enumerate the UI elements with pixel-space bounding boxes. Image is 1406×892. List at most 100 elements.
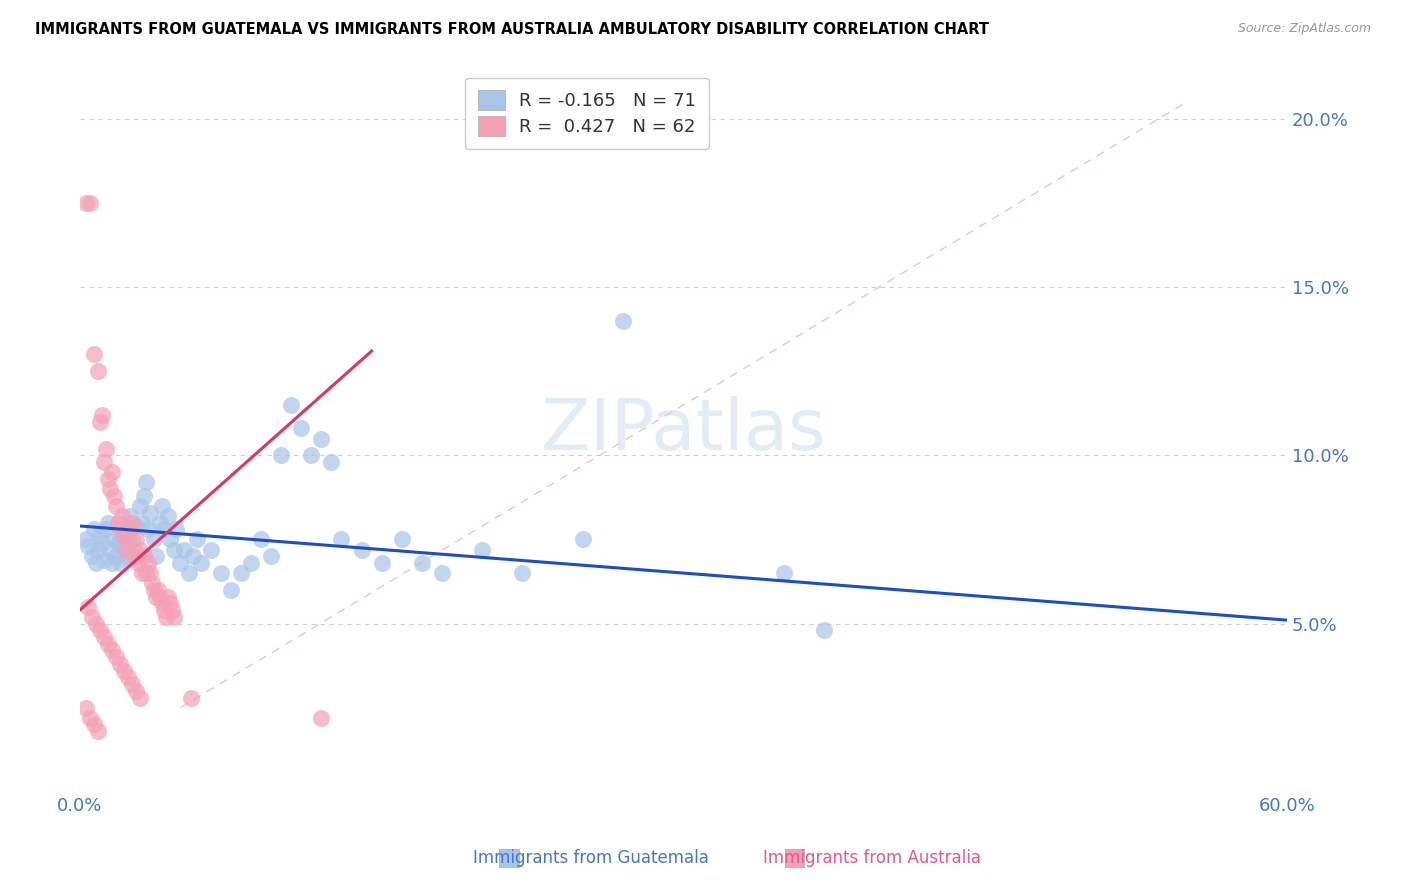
Point xyxy=(107,536,129,550)
Point xyxy=(97,516,120,530)
Point xyxy=(93,455,115,469)
Point xyxy=(75,196,97,211)
Point xyxy=(141,576,163,591)
Point xyxy=(143,582,166,597)
Point xyxy=(129,690,152,705)
Point xyxy=(105,499,128,513)
Point xyxy=(165,522,187,536)
Point xyxy=(77,539,100,553)
Point xyxy=(117,533,139,547)
Point xyxy=(411,556,433,570)
Point xyxy=(127,556,149,570)
Point xyxy=(229,566,252,580)
Point xyxy=(105,549,128,564)
Point xyxy=(177,566,200,580)
Point xyxy=(239,556,262,570)
Point xyxy=(89,415,111,429)
Point xyxy=(155,609,177,624)
Text: ZIPatlas: ZIPatlas xyxy=(540,396,827,465)
Point xyxy=(162,603,184,617)
Point xyxy=(120,508,142,523)
Point xyxy=(135,566,157,580)
Point xyxy=(79,711,101,725)
Point xyxy=(190,556,212,570)
Point xyxy=(131,566,153,580)
Point xyxy=(101,643,124,657)
Point xyxy=(391,533,413,547)
Point xyxy=(87,724,110,739)
Point xyxy=(136,556,159,570)
Point xyxy=(103,489,125,503)
Point xyxy=(311,432,333,446)
Point xyxy=(134,549,156,564)
Point xyxy=(97,472,120,486)
Point xyxy=(163,542,186,557)
Point xyxy=(200,542,222,557)
Point xyxy=(129,542,152,557)
Legend: R = -0.165   N = 71, R =  0.427   N = 62: R = -0.165 N = 71, R = 0.427 N = 62 xyxy=(465,78,709,149)
Point xyxy=(83,347,105,361)
Point xyxy=(370,556,392,570)
Point xyxy=(250,533,273,547)
Point xyxy=(143,533,166,547)
Point xyxy=(150,596,173,610)
Point xyxy=(181,549,204,564)
Point xyxy=(150,499,173,513)
Point xyxy=(120,522,142,536)
Point xyxy=(149,516,172,530)
Point xyxy=(173,542,195,557)
Point xyxy=(321,455,343,469)
Point xyxy=(108,657,131,671)
Point xyxy=(330,533,353,547)
Point xyxy=(94,522,117,536)
Point xyxy=(471,542,494,557)
Point xyxy=(145,590,167,604)
Point xyxy=(180,690,202,705)
Point xyxy=(121,533,143,547)
Point xyxy=(107,516,129,530)
Point xyxy=(93,630,115,644)
Point xyxy=(169,556,191,570)
Point xyxy=(145,549,167,564)
Point xyxy=(121,677,143,691)
Point xyxy=(136,522,159,536)
Point xyxy=(159,596,181,610)
Point xyxy=(430,566,453,580)
Point xyxy=(112,539,135,553)
Point xyxy=(101,465,124,479)
Point xyxy=(134,489,156,503)
Point xyxy=(572,533,595,547)
Point xyxy=(139,566,162,580)
Point xyxy=(512,566,534,580)
Point xyxy=(117,670,139,684)
Point xyxy=(111,529,134,543)
Point xyxy=(813,624,835,638)
Point xyxy=(159,533,181,547)
Point xyxy=(117,522,139,536)
Point xyxy=(115,542,138,557)
Point xyxy=(77,599,100,614)
Point xyxy=(108,556,131,570)
Point xyxy=(270,448,292,462)
Point xyxy=(112,664,135,678)
Point xyxy=(75,533,97,547)
Point xyxy=(280,398,302,412)
Point xyxy=(135,475,157,490)
Point xyxy=(612,314,634,328)
Point xyxy=(80,549,103,564)
Text: Source: ZipAtlas.com: Source: ZipAtlas.com xyxy=(1237,22,1371,36)
Point xyxy=(260,549,283,564)
Point xyxy=(163,609,186,624)
Point xyxy=(89,624,111,638)
Point xyxy=(122,542,145,557)
Point xyxy=(79,196,101,211)
Point xyxy=(103,533,125,547)
Point xyxy=(98,482,121,496)
Point xyxy=(112,529,135,543)
Point xyxy=(219,582,242,597)
Point xyxy=(153,522,176,536)
Point xyxy=(125,533,148,547)
Point xyxy=(209,566,232,580)
Point xyxy=(91,536,114,550)
Point xyxy=(290,421,312,435)
